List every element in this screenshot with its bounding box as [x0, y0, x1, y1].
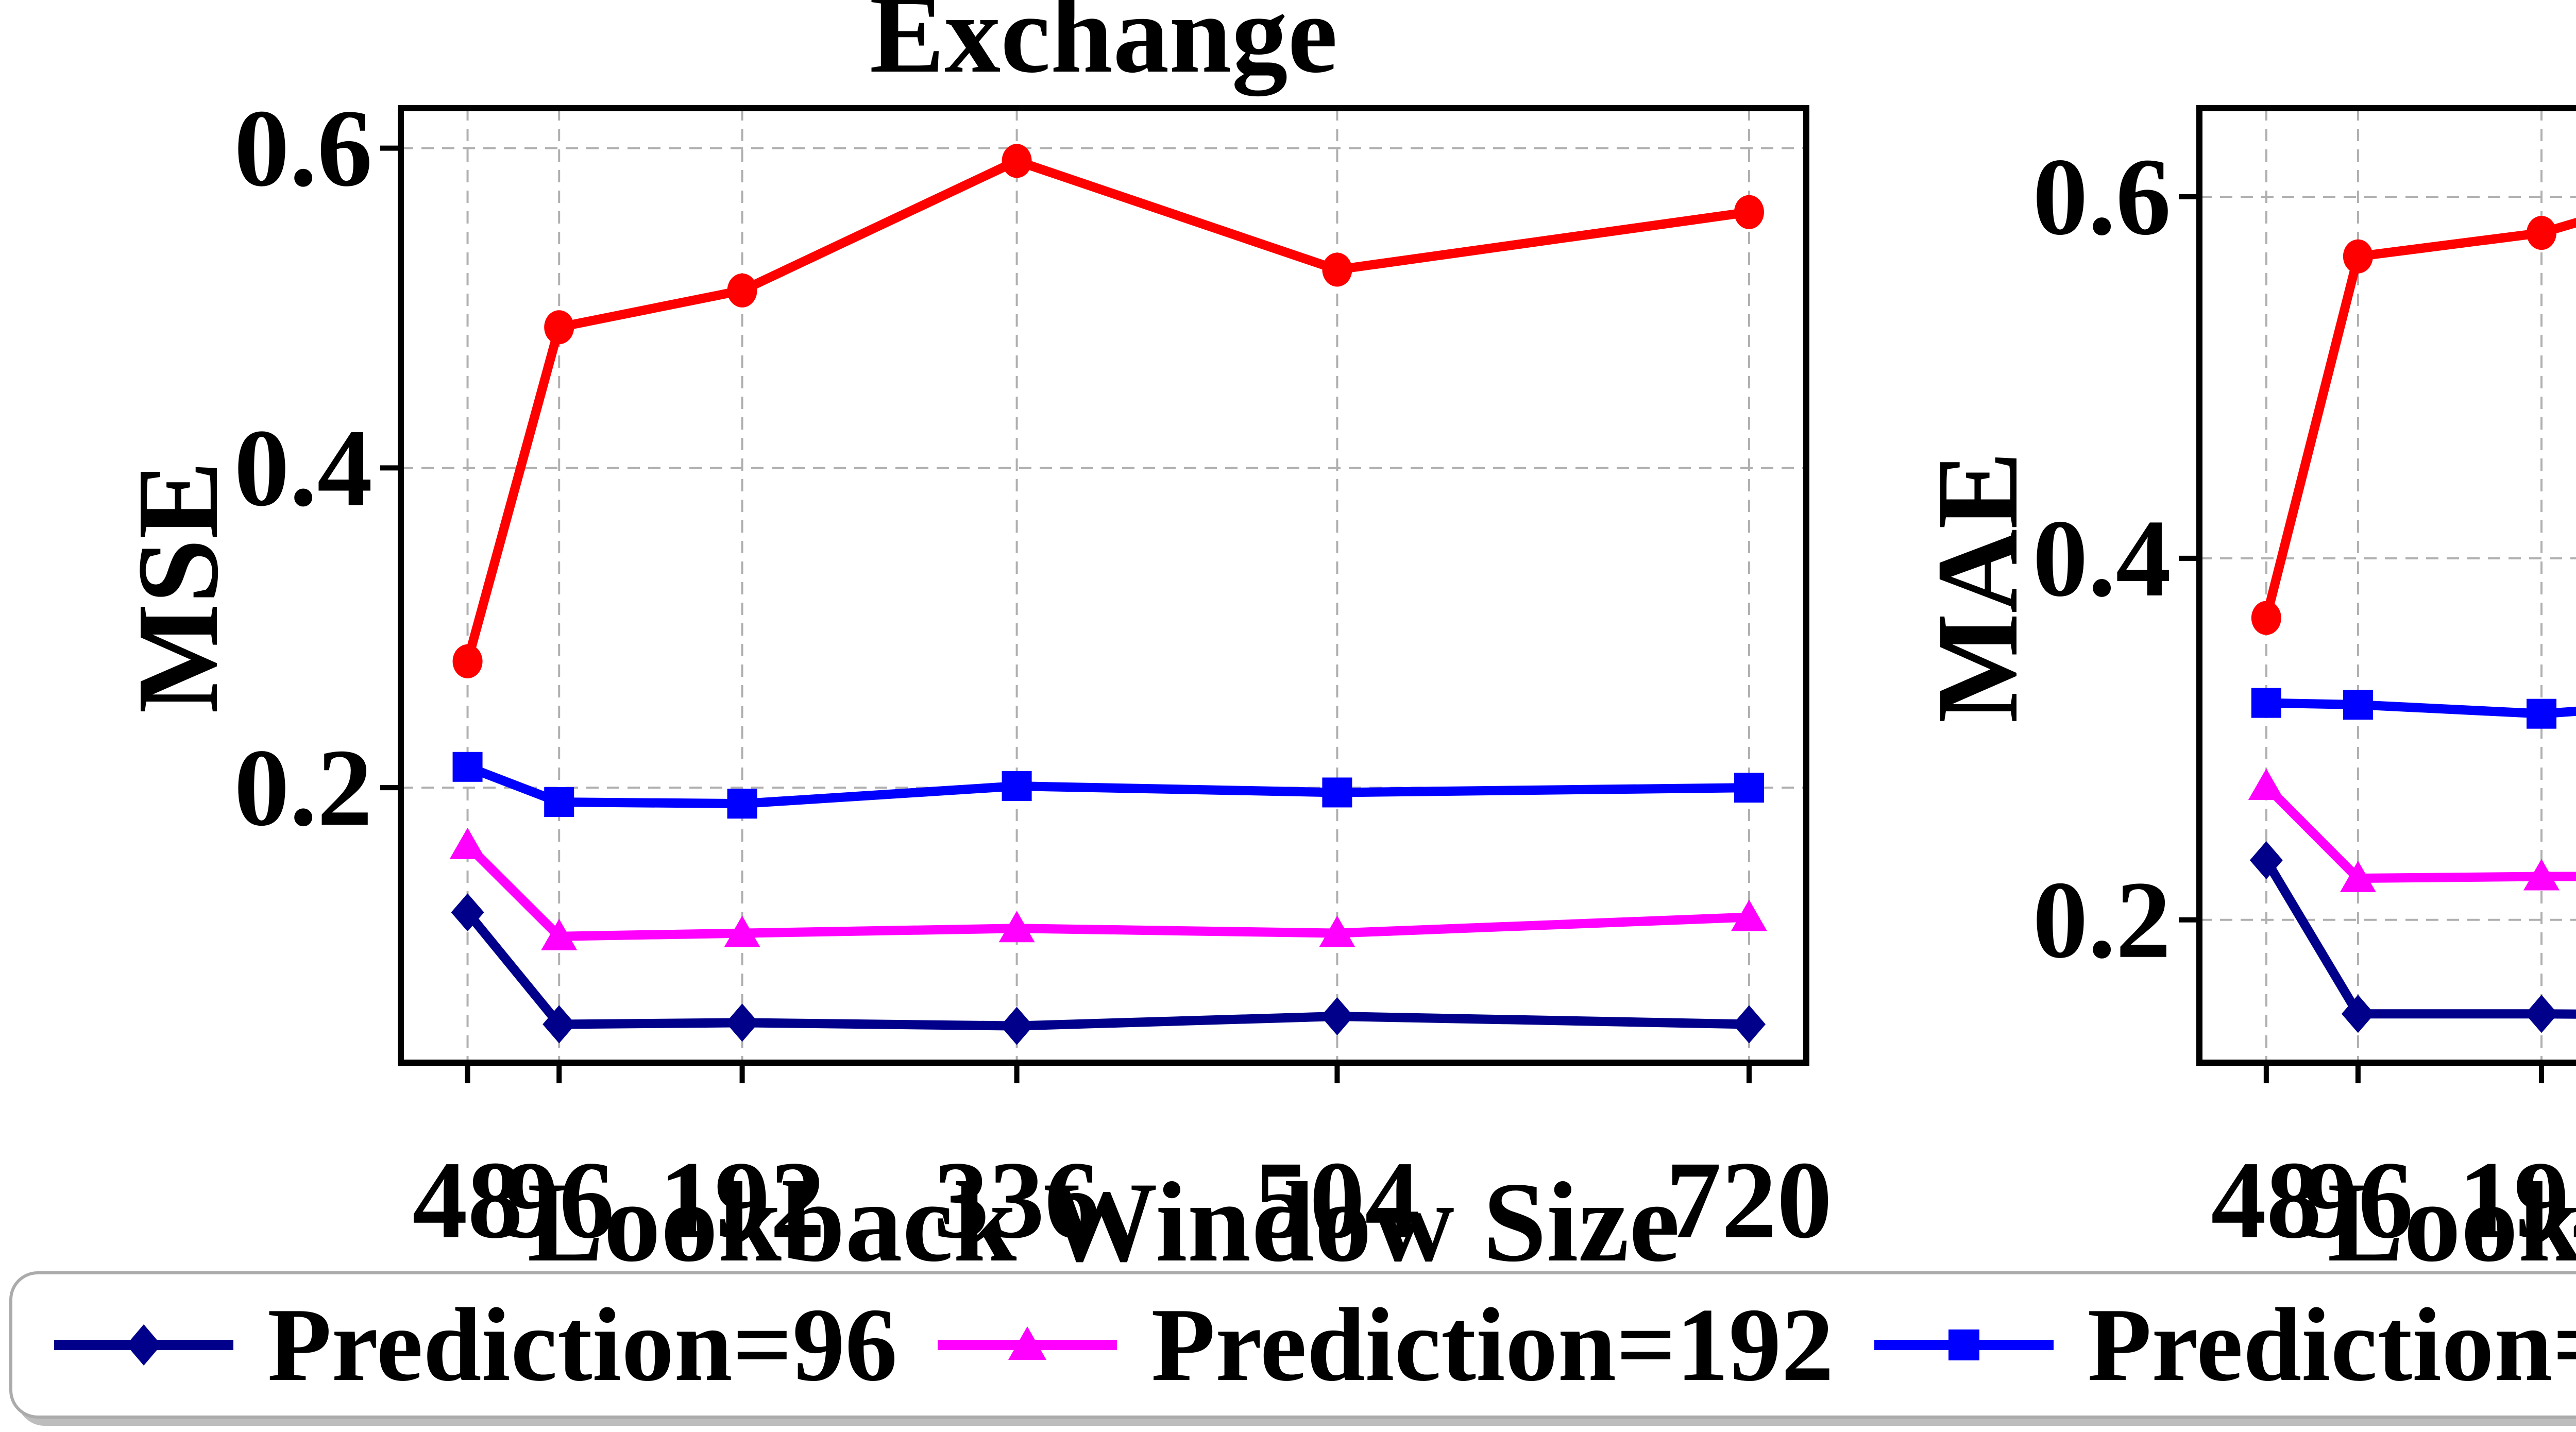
legend-item-prediction-96: Prediction=96 [51, 1292, 897, 1397]
x-tick-label: 192 [2459, 1138, 2576, 1261]
x-tick-label: 720 [1666, 1138, 1833, 1261]
legend-label: Prediction=192 [1151, 1287, 1834, 1403]
tick-marks [380, 145, 1752, 1083]
series-prediction-336 [2251, 688, 2576, 729]
plot-border [398, 105, 1809, 1066]
tick-marks [2179, 194, 2545, 1083]
y-axis-label-mse: MSE [113, 461, 242, 713]
legend-swatch-triangle [935, 1306, 1120, 1384]
series-prediction-96 [2249, 841, 2576, 1033]
x-tick-label: 96 [504, 1138, 615, 1261]
legend-item-prediction-336: Prediction=336 [1871, 1292, 2576, 1397]
series-prediction-720 [2251, 216, 2576, 635]
series-prediction-336 [452, 752, 1764, 819]
x-tick-label: 504 [1254, 1138, 1420, 1261]
x-tick-label: 96 [2302, 1138, 2413, 1261]
x-tick-label: 48 [412, 1138, 523, 1261]
y-tick-label: 0.4 [234, 406, 372, 529]
series-prediction-720 [452, 144, 1764, 678]
y-tick-label: 0.2 [2032, 858, 2171, 981]
legend-label: Prediction=336 [2087, 1287, 2576, 1403]
legend: Prediction=96 Prediction=192 Prediction=… [9, 1271, 2576, 1419]
series-prediction-192 [449, 827, 1767, 950]
series-prediction-192 [2248, 769, 2576, 893]
gridlines [2199, 108, 2576, 1063]
x-axis-label-right: Lookback Window Size [2327, 1159, 2576, 1286]
x-tick-label: 336 [934, 1138, 1100, 1261]
y-tick-label: 0.6 [234, 87, 372, 210]
chart-title-mae: Exchange [2199, 0, 2576, 112]
legend-item-prediction-192: Prediction=192 [935, 1292, 1834, 1397]
y-axis-label-mae: MAE [1913, 451, 2042, 723]
legend-swatch-square [1871, 1306, 2057, 1384]
y-tick-label: 0.4 [2032, 497, 2171, 620]
legend-swatch-diamond [51, 1306, 236, 1384]
legend-label: Prediction=96 [267, 1287, 898, 1403]
chart-title-mse: Exchange [869, 0, 1338, 96]
x-axis-label-left: Lookback Window Size [527, 1159, 1680, 1286]
plot-border [2196, 105, 2576, 1066]
x-tick-label: 48 [2211, 1138, 2321, 1261]
x-tick-label: 192 [659, 1138, 825, 1261]
y-tick-label: 0.2 [234, 726, 372, 849]
series-prediction-96 [451, 893, 1766, 1045]
y-tick-label: 0.6 [2032, 135, 2171, 258]
